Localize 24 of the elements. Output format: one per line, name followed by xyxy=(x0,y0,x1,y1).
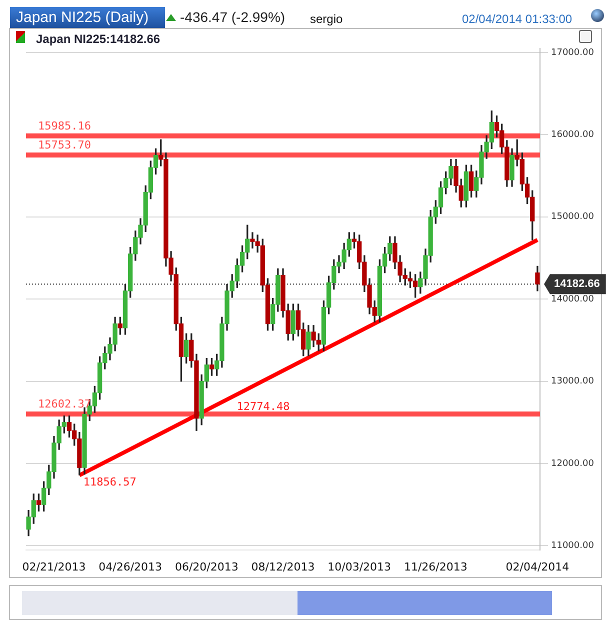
y-tick-label: 16000.00 xyxy=(551,130,594,140)
y-tick-label: 11000.00 xyxy=(551,541,594,552)
chart-subtitle: -436.47 (-2.99%) xyxy=(180,9,286,25)
x-tick-label: 04/26/2013 xyxy=(98,560,162,574)
annotation: 11856.57 xyxy=(83,476,136,489)
ref-line-label: 15753.70 xyxy=(38,138,91,152)
x-tick-label: 11/26/2013 xyxy=(404,560,468,574)
text: Japan NI225:14182.66 xyxy=(36,32,160,46)
y-tick-label: 13000.00 xyxy=(551,376,594,387)
x-tick-label: 02/21/2013 xyxy=(22,560,86,574)
x-tick-label: 02/04/2014 xyxy=(506,560,570,574)
text: sergio xyxy=(310,12,343,26)
ref-line-label: 15985.16 xyxy=(38,119,91,132)
chart-title: Japan NI225 (Daily) xyxy=(10,7,165,29)
annotation: 12774.48 xyxy=(236,400,290,414)
text: 02/04/2014 01:33:00 xyxy=(462,12,572,26)
y-tick-label: 17000.00 xyxy=(551,48,594,58)
x-tick-label: 06/20/2013 xyxy=(174,560,238,574)
y-tick-label: 14000.00 xyxy=(551,294,594,304)
y-tick-label: 12000.00 xyxy=(551,458,594,469)
y-tick-label: 15000.00 xyxy=(551,212,594,222)
ref-line-label: 14182.66 xyxy=(554,278,600,290)
x-tick-label: 08/12/2013 xyxy=(251,560,315,574)
x-tick-label: 10/03/2013 xyxy=(328,560,392,574)
